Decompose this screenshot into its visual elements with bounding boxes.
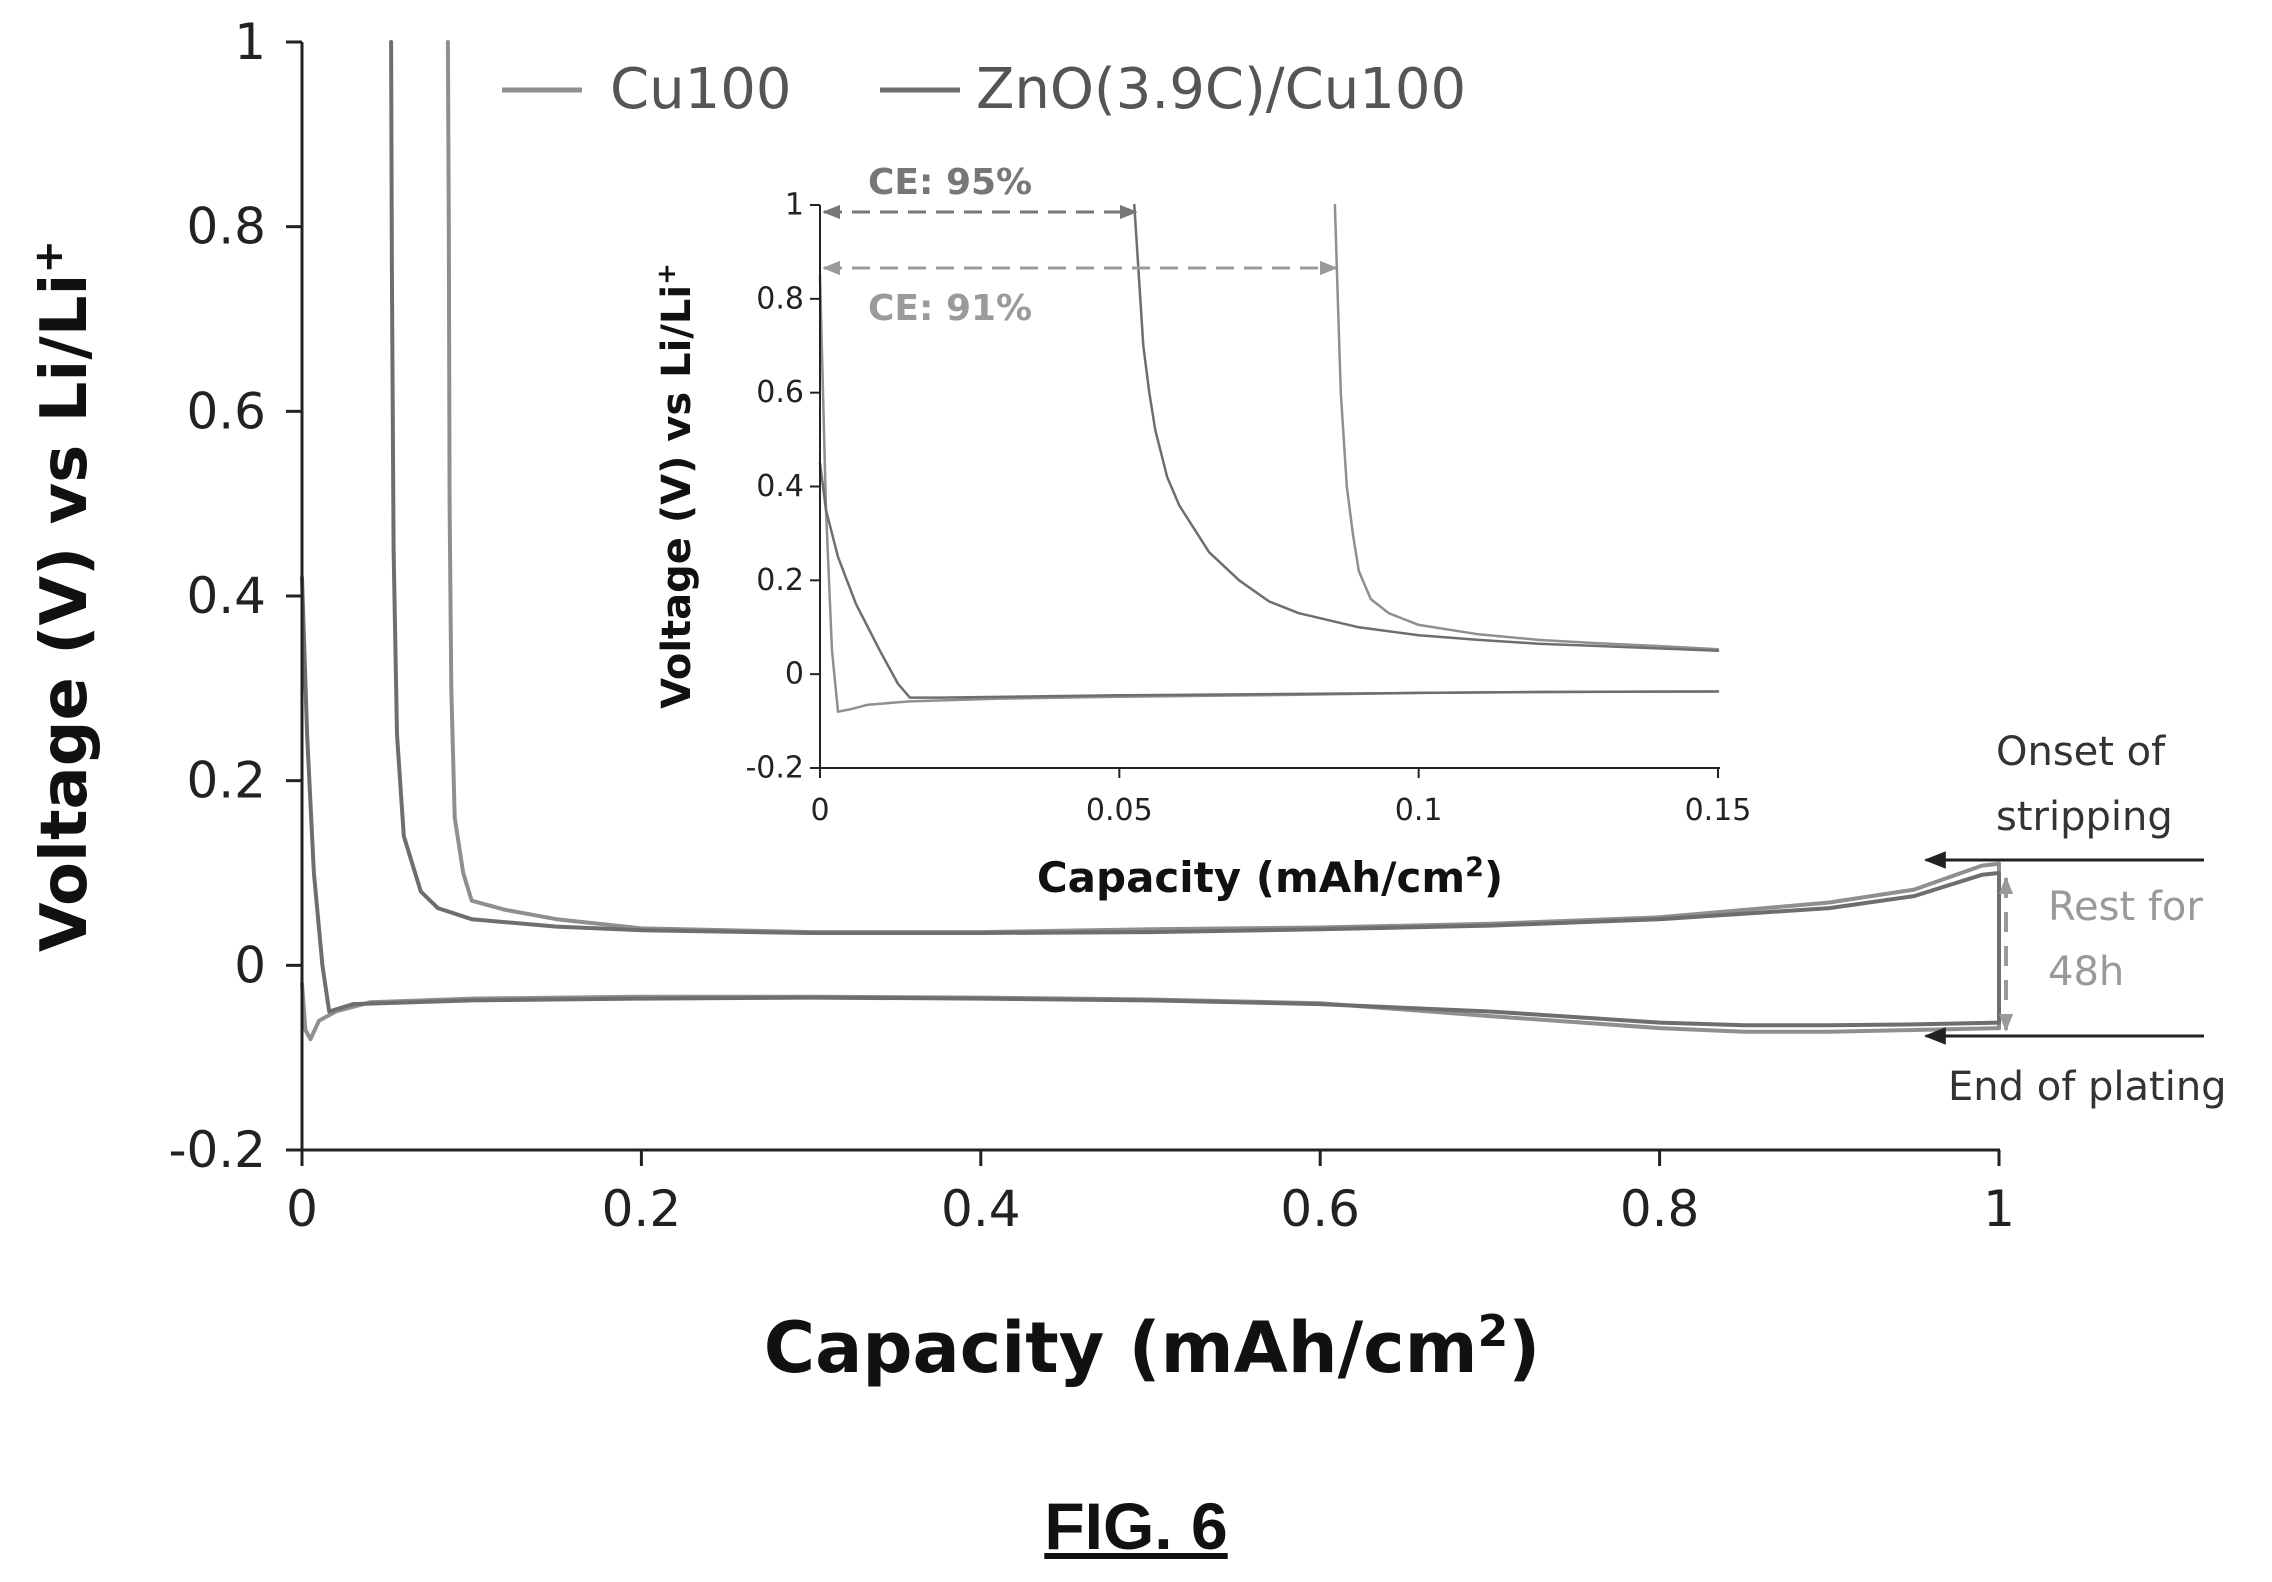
inset-y-tick-label: 1: [785, 188, 804, 223]
ce-91-label: CE: 91%: [868, 288, 1032, 329]
inset-x-tick-label: 0.15: [1685, 793, 1752, 828]
inset-x-tick-label: 0.05: [1086, 793, 1153, 828]
end-of-plating-label: End of plating: [1948, 1064, 2227, 1110]
inset-series-zno-3-9c-cu100-plating: [818, 461, 1720, 699]
rest-label-line-1: Rest for: [2048, 884, 2203, 930]
inset-x-tick-label: 0: [810, 793, 829, 828]
main-series-zno-3-9c-cu100-stripping: [389, 40, 2001, 935]
inset-x-axis-title-tail: ): [1484, 853, 1503, 902]
inset-x-ticks: 0 0.05 0.1 0.15: [810, 768, 1751, 828]
inset-y-axis-title: Voltage (V) vs Li/Li+: [652, 263, 700, 709]
annotation-end-of-plating: End of plating: [1923, 1027, 2227, 1110]
main-chart: -0.200.20.40.60.81 0 0.2 0.4 0.6 0.8 1 Capaci…: [26, 13, 2227, 1389]
rest-label-line-2: 48h: [2048, 949, 2124, 995]
inset-x-tick-label: 0.1: [1395, 793, 1443, 828]
legend-item-zno-cu100: ZnO(3.9C)/Cu100: [880, 57, 1466, 122]
inset-y-tick-label: -0.2: [745, 751, 804, 786]
legend-label-zno-cu100: ZnO(3.9C)/Cu100: [976, 57, 1466, 122]
main-x-axis-title-tail: ): [1508, 1307, 1540, 1389]
inset-y-axis-title-text: Voltage (V) vs Li/Li: [654, 285, 700, 709]
main-y-tick-label: 0.8: [186, 198, 266, 256]
legend-item-cu100: Cu100: [502, 57, 791, 122]
inset-x-axis-title: Capacity (mAh/cm2): [1037, 852, 1503, 902]
main-y-axis-title-text: Voltage (V) vs Li/Li: [28, 274, 102, 952]
inset-y-tick-label: 0: [785, 657, 804, 692]
main-curves: [300, 40, 2001, 1042]
main-y-tick-label: 0.6: [186, 382, 266, 440]
main-y-tick-label: -0.2: [168, 1121, 266, 1179]
inset-y-axis-title-sup: +: [652, 263, 682, 285]
main-x-tick-label: 0.8: [1620, 1180, 1700, 1238]
legend-label-cu100: Cu100: [610, 57, 791, 122]
main-x-axis-title: Capacity (mAh/cm2): [764, 1306, 1540, 1389]
inset-x-axis-title-sup: 2: [1465, 852, 1484, 883]
main-y-tick-label: 0.2: [186, 752, 266, 810]
ce-95-label: CE: 95%: [868, 162, 1032, 203]
main-series-cu100-plating: [300, 981, 2001, 1042]
main-series-zno-3-9c-cu100-plating: [300, 575, 2001, 1028]
inset-y-tick-label: 0.6: [756, 375, 804, 410]
inset-series-cu100-stripping: [1333, 203, 1720, 651]
inset-y-tick-label: 0.2: [756, 563, 804, 598]
main-x-axis-title-text: Capacity (mAh/cm: [764, 1307, 1478, 1389]
figure-label: FIG. 6: [1044, 1489, 1228, 1563]
main-y-ticks: -0.2 0 0.2 0.4 0.6 0.8 1: [168, 13, 302, 1179]
onset-label-line-2: stripping: [1996, 794, 2173, 840]
main-y-tick-label: 0: [234, 936, 266, 994]
main-y-axis-title: Voltage (V) vs Li/Li+: [26, 240, 102, 952]
inset-chart: -0.200.20.40.60.81 0 0.05 0.1 0.15 Capacity…: [652, 162, 1751, 902]
inset-y-tick-label: 0.4: [756, 469, 804, 504]
main-x-ticks: 0 0.2 0.4 0.6 0.8 1: [286, 1150, 2015, 1238]
onset-label-line-1: Onset of: [1996, 729, 2166, 775]
main-y-tick-label: 1: [234, 13, 266, 71]
main-x-tick-label: 1: [1983, 1180, 2015, 1238]
inset-x-axis-title-text: Capacity (mAh/cm: [1037, 853, 1465, 902]
annotation-ce-91: CE: 91%: [822, 260, 1338, 329]
main-x-tick-label: 0.4: [941, 1180, 1021, 1238]
annotation-onset-of-stripping: Onset of stripping: [1923, 729, 2204, 869]
main-y-axis-title-sup: +: [26, 240, 72, 274]
inset-series-zno-3-9c-cu100-stripping: [1133, 203, 1720, 652]
annotation-rest-48h: Rest for 48h: [1998, 876, 2203, 1032]
main-y-tick-label: 0.4: [186, 567, 266, 625]
inset-curves: [818, 203, 1720, 713]
main-x-tick-label: 0: [286, 1180, 318, 1238]
main-x-tick-label: 0.6: [1280, 1180, 1360, 1238]
main-x-tick-label: 0.2: [602, 1180, 682, 1238]
legend: Cu100 ZnO(3.9C)/Cu100: [502, 57, 1466, 122]
inset-y-ticks: -0.2 0 0.2 0.4 0.6 0.8 1: [745, 188, 820, 786]
annotation-ce-95: CE: 95%: [822, 162, 1138, 220]
main-x-axis-title-sup: 2: [1478, 1306, 1509, 1357]
inset-y-tick-label: 0.8: [756, 281, 804, 316]
